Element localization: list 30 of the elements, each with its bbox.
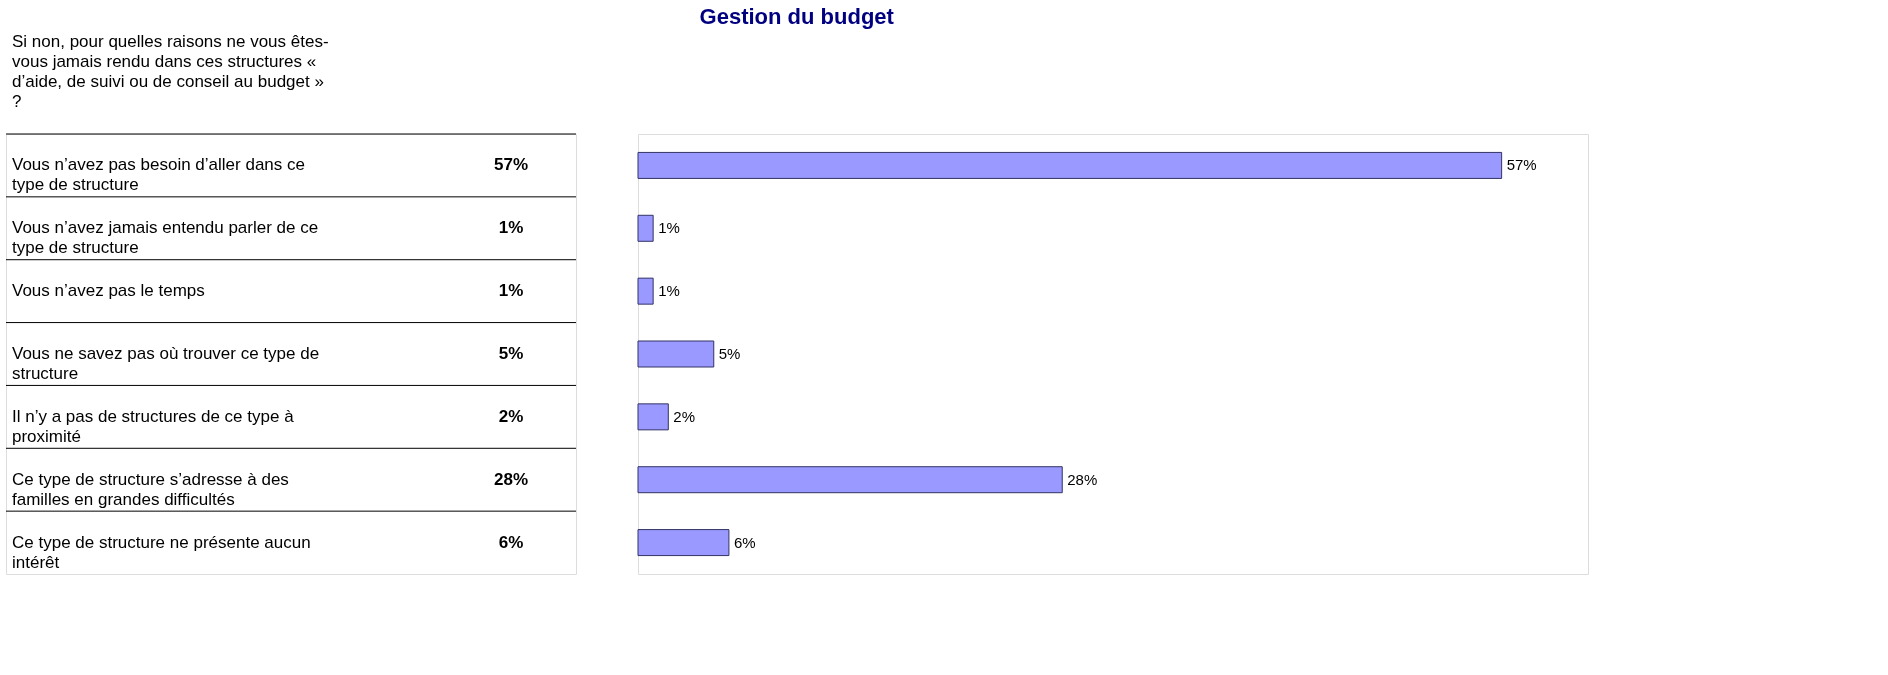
data-label: 1% — [498, 281, 524, 301]
bar — [637, 214, 654, 242]
data-label: 57% — [493, 155, 529, 175]
text: 28% — [1067, 470, 1098, 488]
text: 5% — [718, 345, 741, 362]
bar — [637, 403, 669, 431]
data-label: 5% — [498, 344, 524, 363]
bar — [637, 466, 1063, 494]
text: 2% — [673, 407, 695, 425]
y-tick-label: Il n’y a pas de structures de ce type à proximité — [12, 406, 295, 446]
bar — [637, 277, 654, 305]
text: 57% — [1506, 156, 1537, 174]
y-axis-title: Si non, pour quelles raisons ne vous êtes-vous jamais rendu dans ces structures « d’aide, de suivi ou de conseil au budget » ? — [12, 32, 329, 111]
text: 1% — [658, 282, 680, 300]
bar — [637, 340, 715, 368]
y-tick-label: Ce type de structure s’adresse à des familles en grandes difficultés — [12, 469, 289, 509]
data-label: 2% — [498, 406, 524, 426]
text: 6% — [733, 533, 756, 551]
data-label: 28% — [493, 469, 529, 489]
bar — [637, 529, 730, 557]
y-tick-label: Vous ne savez pas où trouver ce type de structure — [12, 344, 320, 383]
y-tick-label: Vous n’avez jamais entendu parler de ce type de structure — [12, 218, 319, 258]
y-tick-label: Vous n’avez pas besoin d’aller dans ce type de structure — [12, 155, 305, 195]
data-label: 6% — [498, 532, 524, 552]
data-label: 1% — [498, 218, 524, 238]
y-tick-label: Ce type de structure ne présente aucun intérêt — [12, 532, 311, 572]
y-tick-label: Vous n’avez pas le temps — [12, 281, 205, 301]
text: 1% — [658, 219, 680, 237]
chart-title: Gestion du budget — [699, 3, 895, 29]
bar — [637, 151, 1503, 179]
